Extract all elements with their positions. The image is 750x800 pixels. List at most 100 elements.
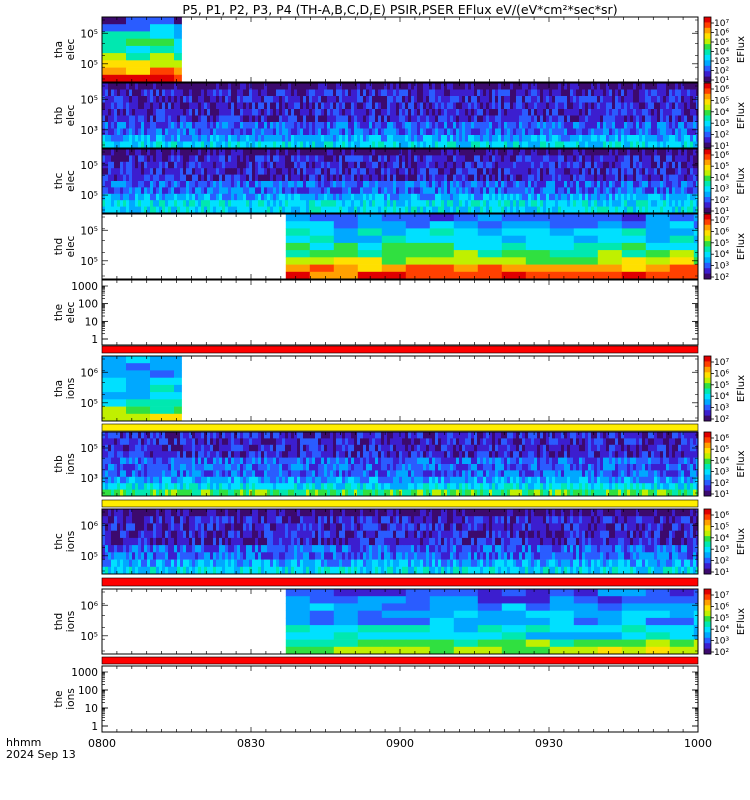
panel-label-probe: thb [53, 455, 65, 473]
colorbar-tick-label: 10¹ [714, 490, 729, 500]
colorbar-tick-label: 10³ [714, 468, 729, 478]
panel-label-species: ions [65, 688, 77, 709]
spectrogram-cells-thb_ions [102, 432, 699, 497]
colorbar-label: EFlux [736, 528, 747, 555]
colorbar-tick-label: 10⁴ [714, 625, 729, 635]
colorbar-tick-label: 10³ [714, 185, 729, 195]
y-tick-label: 100 [78, 299, 98, 311]
colorbar-tick-label: 10¹ [714, 207, 729, 217]
y-tick-label: 10⁶ [80, 520, 98, 532]
separator-bar [101, 656, 699, 665]
colorbar-tick-label: 10⁷ [714, 591, 729, 601]
panel-label-species: ions [65, 611, 77, 632]
colorbar-tick-label: 10⁶ [714, 369, 729, 379]
colorbar-tick-label: 10⁷ [714, 216, 729, 226]
colorbar-tick-label: 10⁶ [714, 602, 729, 612]
panel-the_elec: 1000 100 10 1 the elec [53, 279, 699, 346]
panel-the_ions: 1000 100 10 1 the ions [53, 665, 699, 733]
panel-label-probe: thd [53, 238, 65, 255]
y-tick-label: 10⁵ [80, 160, 98, 172]
colorbar-tick-label: 10³ [714, 119, 729, 129]
y-tick-label: 10⁵ [80, 443, 98, 455]
y-tick-label: 10⁵ [80, 225, 98, 237]
colorbar-tick-label: 10¹ [714, 142, 729, 152]
separator-bar [101, 423, 699, 432]
colorbar-tick-label: 10² [714, 415, 729, 425]
colorbar-tick-label: 10³ [714, 545, 729, 555]
separator-bar [101, 577, 699, 587]
y-tick-label: 10³ [80, 473, 98, 485]
panel-label-species: elec [65, 38, 77, 60]
colorbar-label: EFlux [736, 167, 747, 194]
y-tick-label: 10 [85, 703, 98, 715]
colorbar-tick-label: 10² [714, 479, 729, 489]
y-tick-label: 10⁶ [80, 600, 98, 612]
time-tick-label: 0930 [535, 737, 563, 750]
panel-frame [101, 355, 699, 422]
colorbar-tick-label: 10⁷ [714, 19, 729, 29]
colorbar-tick-label: 10³ [714, 637, 729, 647]
y-tick-label: 10⁵ [80, 59, 98, 71]
panel-label-probe: thc [53, 173, 65, 190]
time-tick-label: 0800 [88, 737, 116, 750]
panel-frame [101, 665, 699, 733]
y-tick-label: 1000 [71, 281, 98, 293]
panel-label-species: elec [65, 301, 77, 323]
colorbar-tick-label: 10⁵ [714, 38, 729, 48]
colorbar-tick-label: 10⁶ [714, 511, 729, 521]
panel-label-species: ions [65, 453, 77, 474]
colorbar-tick-label: 10³ [714, 57, 729, 67]
colorbar-tick-label: 10³ [714, 262, 729, 272]
panel-label-probe: the [53, 690, 65, 707]
colorbar-tick-label: 10⁵ [714, 162, 729, 172]
y-tick-label: 10⁵ [80, 551, 98, 563]
colorbar-tick-label: 10⁴ [714, 456, 729, 466]
panel-label-probe: thc [53, 533, 65, 550]
y-tick-label: 1 [91, 721, 98, 733]
colorbar-tick-label: 10¹ [714, 76, 729, 86]
colorbar-tick-label: 10⁵ [714, 445, 729, 455]
colorbar-tick-label: 10⁵ [714, 239, 729, 249]
spectrogram-cells-thd_elec [285, 214, 699, 280]
y-tick-label: 10³ [80, 125, 98, 137]
y-tick-label: 10⁵ [80, 94, 98, 106]
y-tick-label: 10⁵ [80, 190, 98, 202]
colorbar-tick-label: 10⁶ [714, 29, 729, 39]
panel-label-probe: thb [53, 106, 65, 124]
y-tick-label: 10⁵ [80, 398, 98, 410]
colorbar-tick-label: 10⁵ [714, 522, 729, 532]
panel-label-probe: tha [53, 41, 65, 58]
panel-frame [101, 16, 699, 83]
panel-frame [101, 279, 699, 346]
y-tick-label: 10⁵ [80, 631, 98, 643]
time-tick-label: 0900 [386, 737, 414, 750]
y-tick-label: 100 [78, 685, 98, 697]
colorbar-tick-label: 10² [714, 196, 729, 206]
y-tick-label: 1000 [71, 667, 98, 679]
separator-bar [101, 499, 699, 508]
time-axis-labels: hhmm 2024 Sep 13 [6, 737, 76, 761]
panel-label-probe: the [53, 304, 65, 321]
spectrogram-cells-tha_ions [102, 356, 182, 422]
colorbar-tick-label: 10² [714, 648, 729, 658]
time-tick-label: 0830 [237, 737, 265, 750]
panel-label-probe: tha [53, 380, 65, 397]
colorbar-tick-label: 10² [714, 67, 729, 77]
colorbar-tick-label: 10⁴ [714, 250, 729, 260]
spectrogram-cells-thc_ions [102, 509, 699, 575]
separator-bar [101, 345, 699, 354]
colorbar-tick-label: 10⁵ [714, 96, 729, 106]
colorbar-tick-label: 10⁴ [714, 108, 729, 118]
colorbar-label: EFlux [736, 233, 747, 260]
figure-title: P5, P1, P2, P3, P4 (TH-A,B,C,D,E) PSIR,P… [182, 2, 618, 17]
